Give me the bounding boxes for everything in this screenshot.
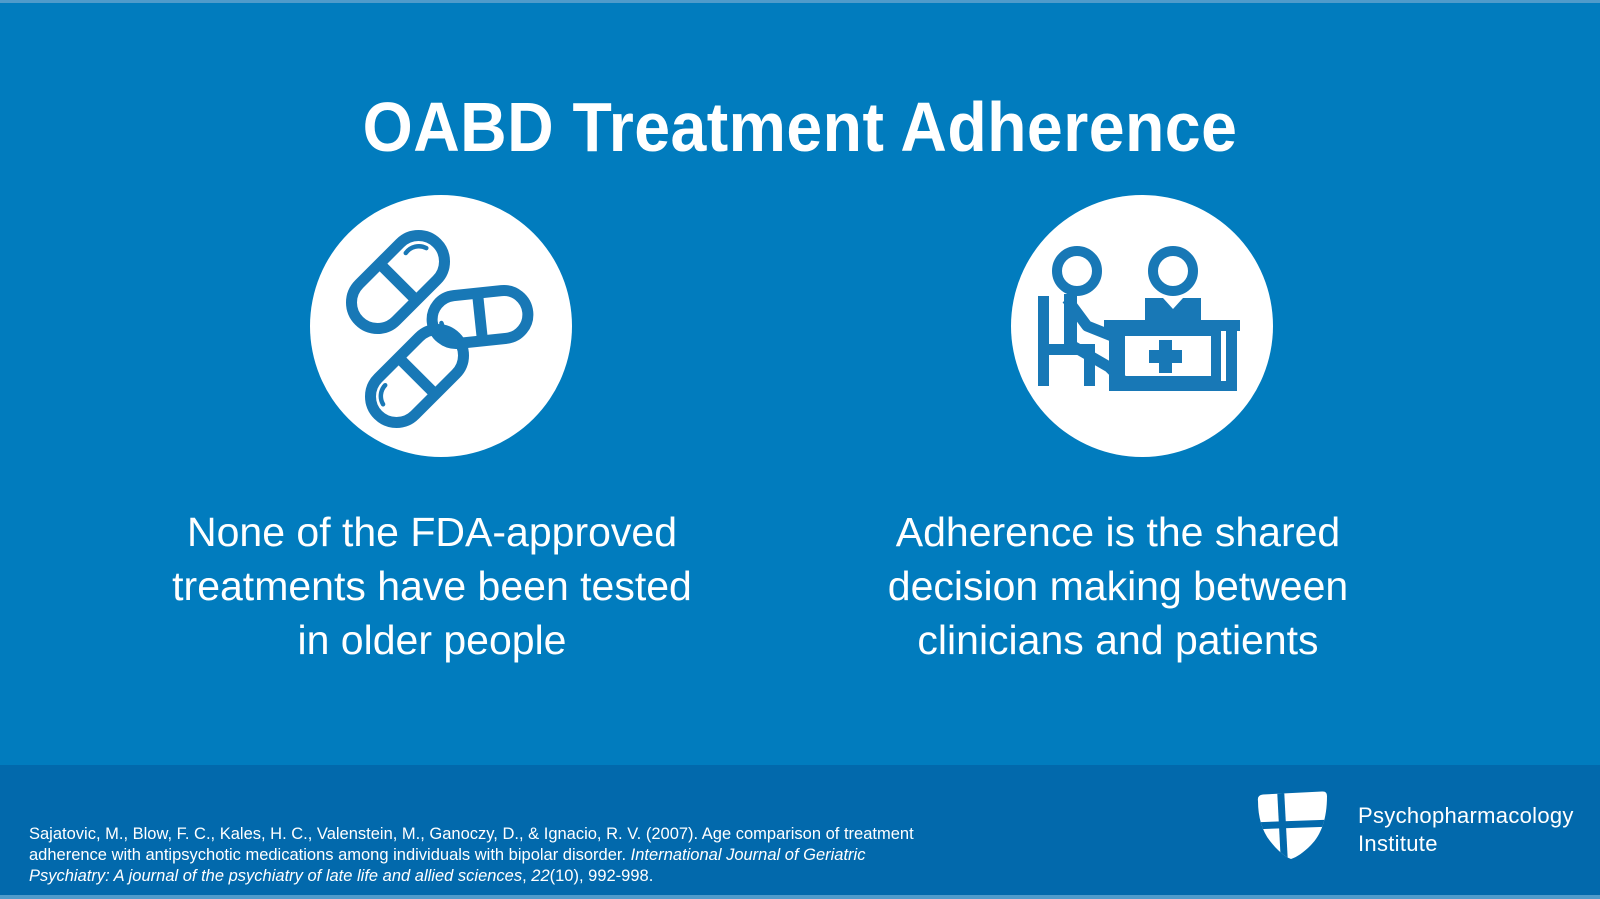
bottom-edge-strip xyxy=(0,895,1600,899)
pills-icon-circle xyxy=(310,195,572,457)
page-title: OABD Treatment Adherence xyxy=(362,87,1238,166)
citation-authors: Sajatovic, M., Blow, F. C., Kales, H. C.… xyxy=(29,824,914,864)
statement-right: Adherence is the shared decision making … xyxy=(718,505,1518,667)
shield-icon xyxy=(1257,791,1328,860)
citation-journal: International Journal of Geriatric Psych… xyxy=(29,845,866,885)
citation: Sajatovic, M., Blow, F. C., Kales, H. C.… xyxy=(29,824,934,887)
brand-name-line-2: Institute xyxy=(1358,831,1438,856)
brand-name: Psychopharmacology Institute xyxy=(1358,802,1574,858)
statement-left: None of the FDA-approved treatments have… xyxy=(32,505,832,667)
statement-right-line-2: decision making between xyxy=(887,563,1349,609)
citation-pages: (10), 992-998. xyxy=(549,866,654,885)
pills-icon xyxy=(310,195,572,457)
citation-separator: , xyxy=(522,866,532,885)
statement-right-line-3: clinicians and patients xyxy=(917,617,1319,663)
statement-right-line-1: Adherence is the shared xyxy=(895,509,1341,555)
footer-band: Sajatovic, M., Blow, F. C., Kales, H. C.… xyxy=(0,765,1600,899)
brand-name-line-1: Psychopharmacology xyxy=(1358,803,1574,828)
citation-volume: 22 xyxy=(531,866,550,885)
statement-left-line-3: in older people xyxy=(297,617,567,663)
statement-left-line-1: None of the FDA-approved xyxy=(187,509,677,555)
brand: Psychopharmacology Institute xyxy=(1253,791,1574,861)
doctor-patient-icon xyxy=(1011,195,1273,457)
statement-left-line-2: treatments have been tested xyxy=(172,563,692,609)
top-edge-strip xyxy=(0,0,1600,3)
doctor-patient-icon-circle xyxy=(1011,195,1273,457)
